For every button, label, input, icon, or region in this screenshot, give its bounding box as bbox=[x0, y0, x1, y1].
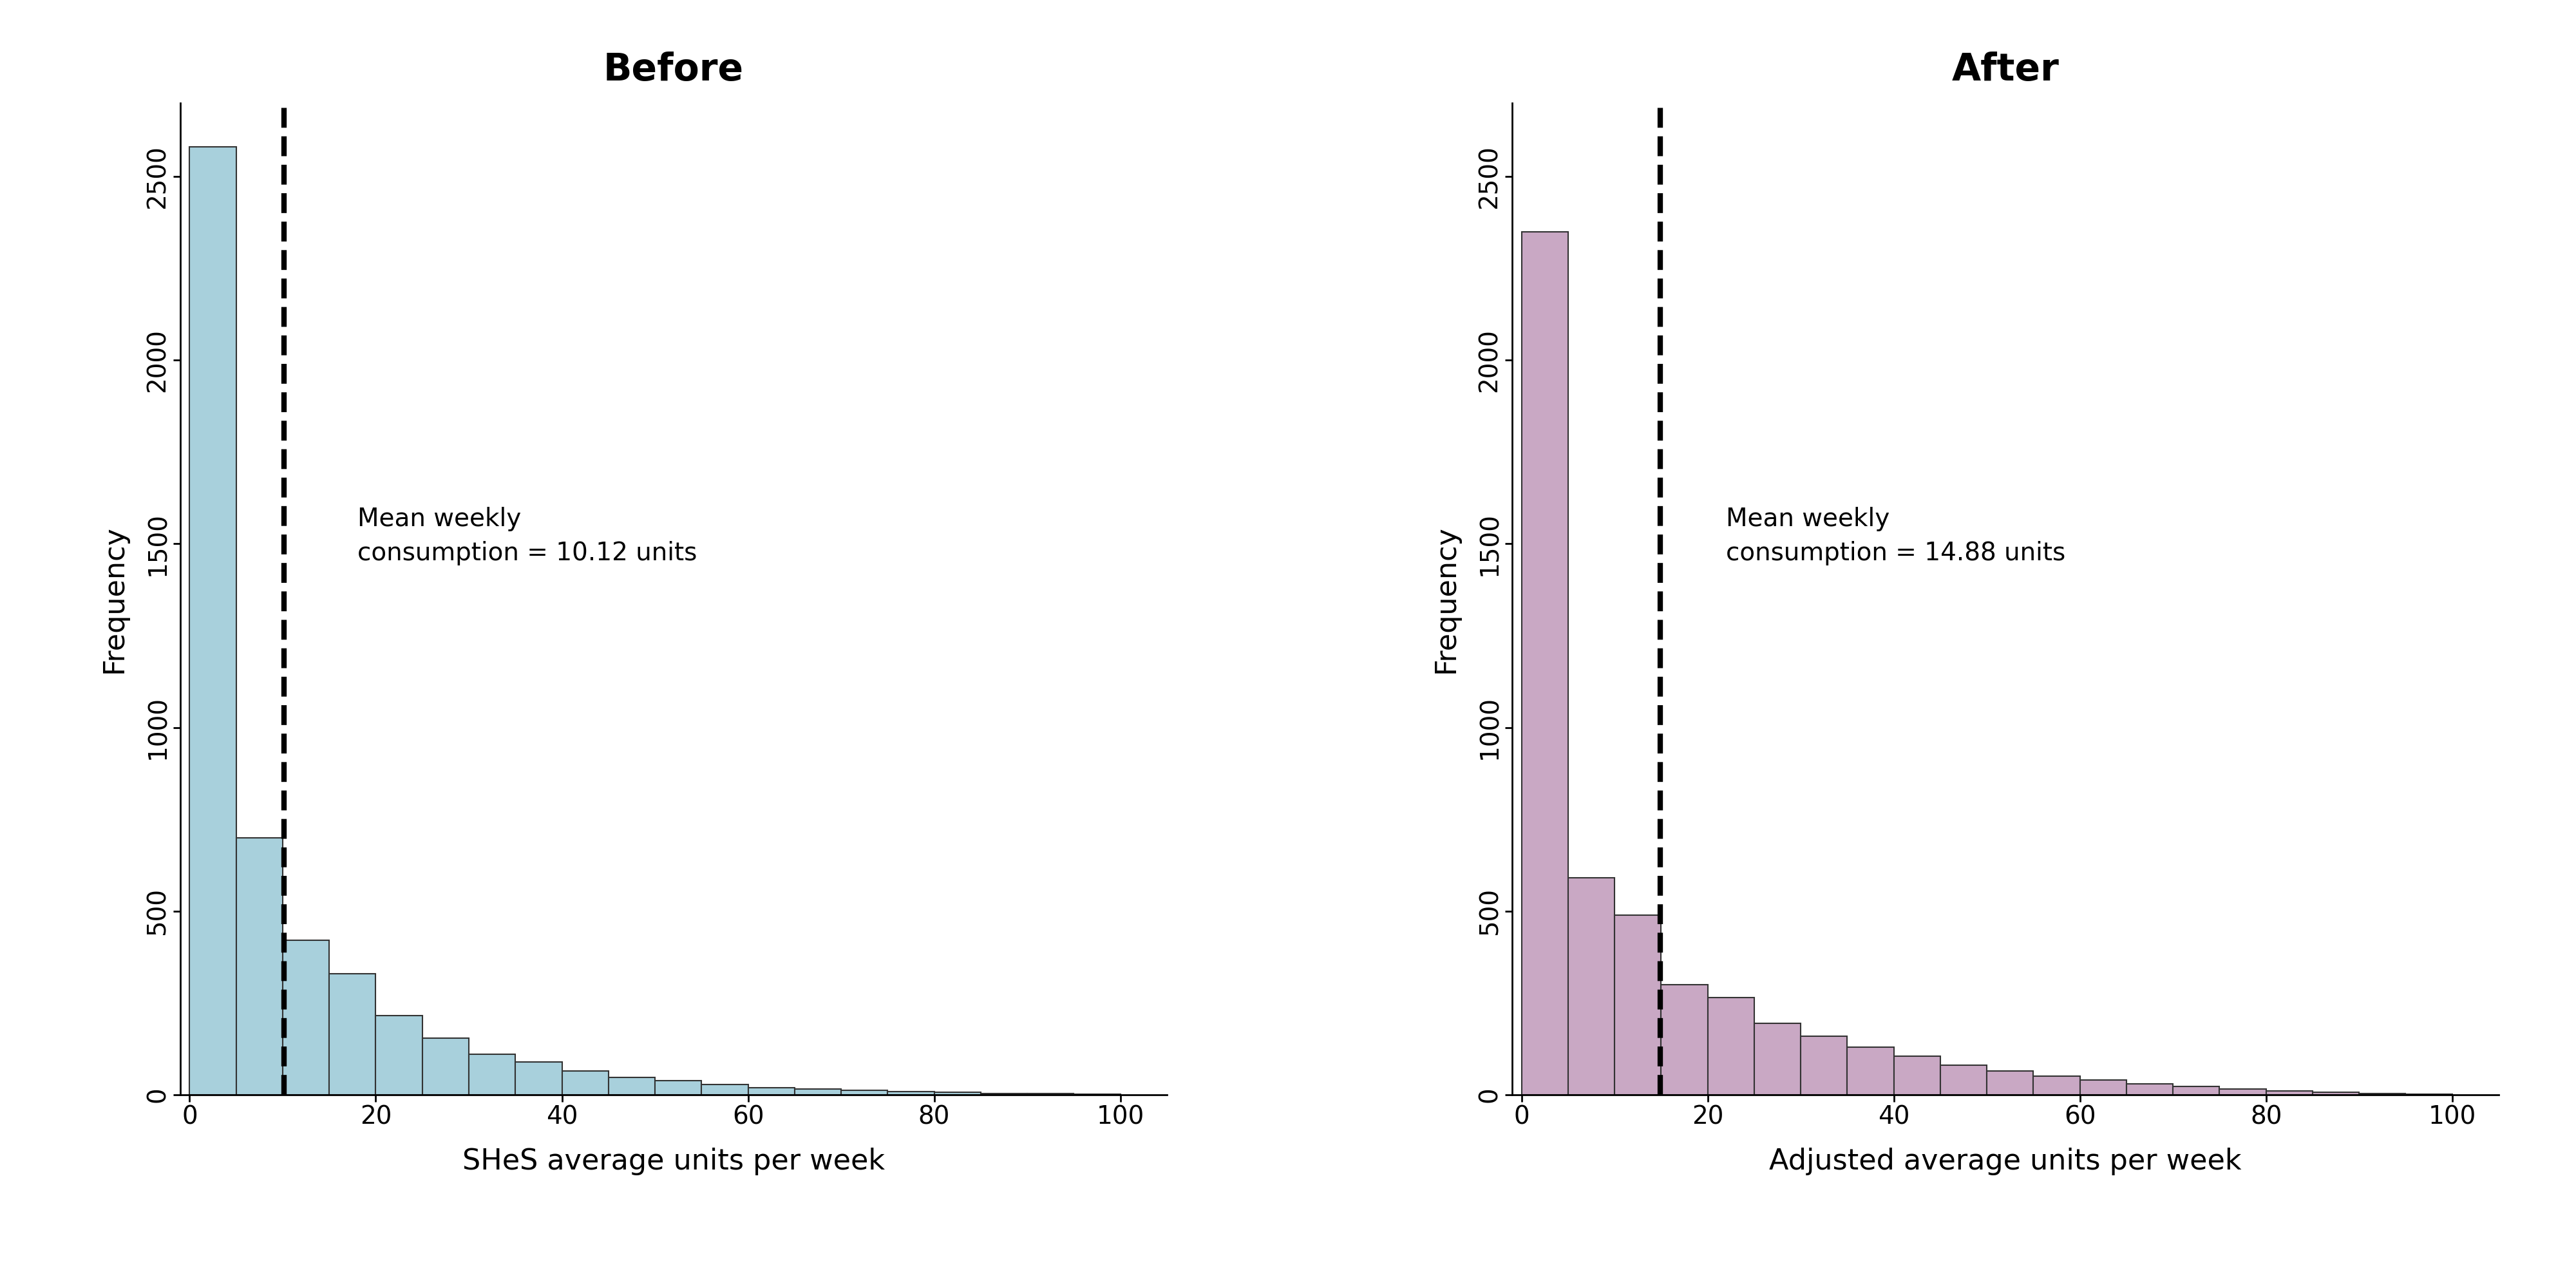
Bar bbox=[562, 1070, 608, 1095]
Bar bbox=[1986, 1070, 2032, 1095]
Bar bbox=[842, 1091, 889, 1095]
Text: Mean weekly
consumption = 10.12 units: Mean weekly consumption = 10.12 units bbox=[358, 507, 696, 565]
Text: Mean weekly
consumption = 14.88 units: Mean weekly consumption = 14.88 units bbox=[1726, 507, 2066, 565]
Title: After: After bbox=[1953, 52, 2058, 89]
Bar bbox=[283, 940, 330, 1095]
Bar bbox=[2032, 1077, 2079, 1095]
X-axis label: Adjusted average units per week: Adjusted average units per week bbox=[1770, 1148, 2241, 1175]
Bar bbox=[1522, 232, 1569, 1095]
Bar bbox=[469, 1055, 515, 1095]
Bar bbox=[1662, 984, 1708, 1095]
Bar bbox=[1940, 1065, 1986, 1095]
Bar bbox=[1847, 1047, 1893, 1095]
Bar bbox=[2267, 1091, 2313, 1095]
X-axis label: SHeS average units per week: SHeS average units per week bbox=[461, 1148, 886, 1175]
Bar bbox=[701, 1084, 747, 1095]
Title: Before: Before bbox=[603, 52, 744, 89]
Y-axis label: Frequency: Frequency bbox=[100, 526, 129, 672]
Bar bbox=[935, 1092, 981, 1095]
Bar bbox=[1708, 997, 1754, 1095]
Bar bbox=[330, 974, 376, 1095]
Bar bbox=[1569, 878, 1615, 1095]
Bar bbox=[191, 147, 237, 1095]
Bar bbox=[747, 1087, 793, 1095]
Bar bbox=[2125, 1083, 2174, 1095]
Bar bbox=[2079, 1081, 2125, 1095]
Bar bbox=[608, 1077, 654, 1095]
Bar bbox=[2313, 1092, 2360, 1095]
Bar bbox=[2174, 1087, 2221, 1095]
Bar bbox=[2360, 1094, 2406, 1095]
Bar bbox=[654, 1081, 701, 1095]
Bar bbox=[1801, 1036, 1847, 1095]
Bar bbox=[2221, 1088, 2267, 1095]
Bar bbox=[793, 1088, 842, 1095]
Bar bbox=[1615, 914, 1662, 1095]
Bar bbox=[981, 1094, 1028, 1095]
Bar bbox=[237, 837, 283, 1095]
Y-axis label: Frequency: Frequency bbox=[1432, 526, 1461, 672]
Bar bbox=[515, 1061, 562, 1095]
Bar bbox=[1754, 1023, 1801, 1095]
Bar bbox=[889, 1091, 935, 1095]
Bar bbox=[422, 1038, 469, 1095]
Bar bbox=[1893, 1056, 1940, 1095]
Bar bbox=[376, 1016, 422, 1095]
